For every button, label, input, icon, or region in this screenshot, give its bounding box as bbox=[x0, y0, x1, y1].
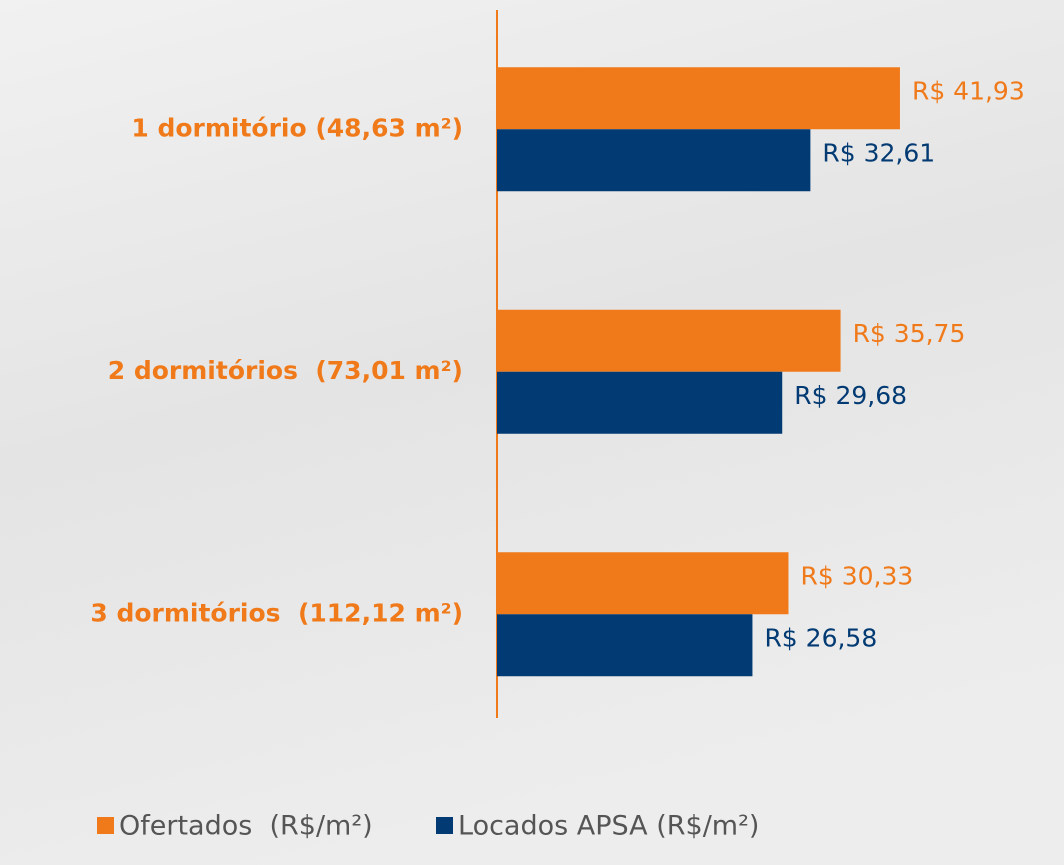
bar bbox=[497, 310, 841, 372]
value-label: R$ 30,33 bbox=[800, 561, 913, 590]
bar bbox=[497, 372, 782, 434]
value-label: R$ 32,61 bbox=[822, 138, 935, 167]
value-label: R$ 35,75 bbox=[853, 319, 966, 348]
value-label: R$ 26,58 bbox=[764, 623, 877, 652]
legend-swatch bbox=[436, 817, 453, 834]
chart: 1 dormitório (48,63 m²) R$ 41,93 R$ 32,61 2… bbox=[0, 0, 1064, 865]
value-label: R$ 41,93 bbox=[912, 76, 1025, 105]
category-label: 3 dormitórios (112,12 m²) bbox=[90, 598, 463, 627]
category-label: 1 dormitório (48,63 m²) bbox=[131, 113, 463, 142]
legend-swatch bbox=[97, 817, 114, 834]
bar bbox=[497, 67, 900, 129]
legend-label: Ofertados (R$/m²) bbox=[119, 811, 373, 842]
value-label: R$ 29,68 bbox=[794, 381, 907, 410]
bar bbox=[497, 552, 788, 614]
bar bbox=[497, 614, 752, 676]
bar bbox=[497, 129, 810, 191]
category-label: 2 dormitórios (73,01 m²) bbox=[108, 356, 463, 385]
legend-label: Locados APSA (R$/m²) bbox=[458, 811, 759, 842]
